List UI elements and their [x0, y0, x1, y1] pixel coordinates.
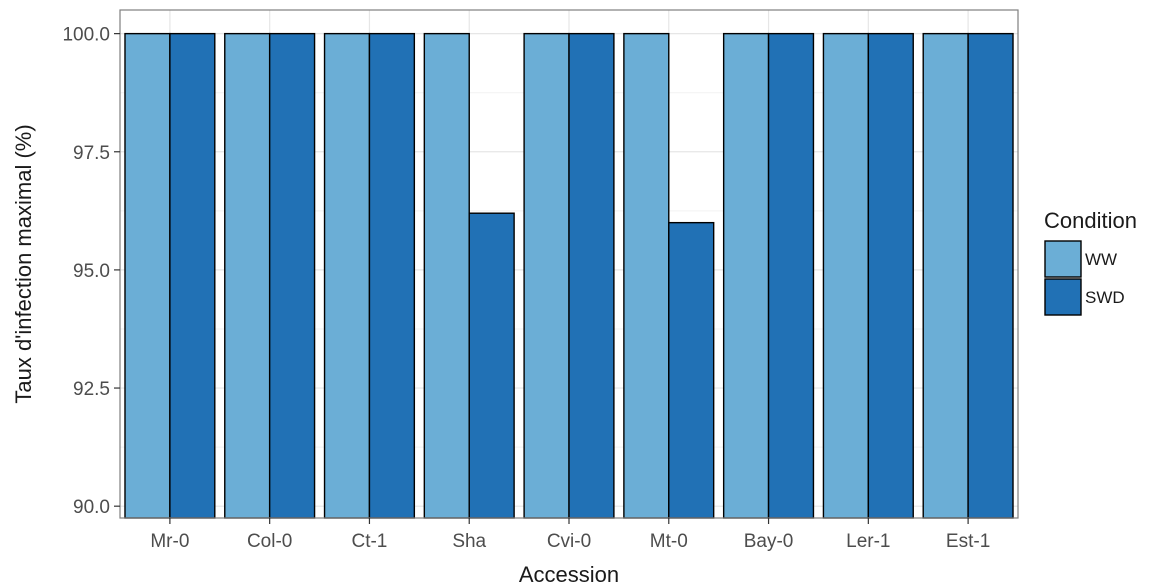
x-tick-label: Mr-0	[150, 531, 189, 552]
x-axis-title: Accession	[519, 562, 619, 587]
bar-swd-est-1	[967, 32, 1014, 519]
bar-swd-bay-0	[767, 32, 815, 519]
legend-key-swd	[1044, 278, 1082, 316]
bar-swd-mr-0	[169, 32, 216, 519]
legend-key-ww	[1044, 240, 1082, 278]
bar-swd-ct-1	[368, 32, 416, 519]
bar-ww-est-1	[922, 32, 969, 519]
x-tick-label: Sha	[452, 531, 486, 552]
x-tick-label: Ler-1	[846, 531, 890, 552]
y-tick-label: 95.0	[73, 261, 110, 282]
legend: Condition WW SWD	[1044, 208, 1137, 316]
y-axis-title: Taux d'infection maximal (%)	[11, 124, 36, 403]
y-tick-label: 97.5	[73, 143, 110, 164]
x-tick-label: Mt-0	[650, 531, 688, 552]
y-tick-label: 92.5	[73, 379, 110, 400]
x-tick-label: Col-0	[247, 531, 292, 552]
bar-ww-cvi-0	[523, 32, 570, 519]
y-tick-label: 90.0	[73, 497, 110, 518]
bar-ww-ct-1	[323, 32, 371, 519]
bar-swd-sha	[468, 212, 515, 519]
bar-ww-bay-0	[722, 32, 770, 519]
bar-swd-col-0	[268, 32, 316, 519]
bar-ww-col-0	[224, 32, 271, 519]
x-tick-label: Est-1	[946, 531, 990, 552]
bar-ww-ler-1	[822, 32, 870, 519]
bar-ww-mr-0	[124, 32, 171, 519]
x-tick-label: Cvi-0	[547, 531, 591, 552]
bar-swd-cvi-0	[568, 32, 615, 519]
x-tick-label: Ct-1	[351, 531, 387, 552]
bars	[124, 32, 1014, 519]
y-tick-label: 100.0	[62, 25, 110, 46]
axes: 90.0 92.5 95.0 97.5 100.0 Mr-0 Col-0 Ct-1 Sha Cvi…	[62, 25, 990, 552]
bar-swd-ler-1	[867, 32, 914, 519]
legend-label-swd: SWD	[1085, 288, 1125, 307]
bar-swd-mt-0	[668, 221, 715, 519]
x-tick-label: Bay-0	[744, 531, 794, 552]
legend-title: Condition	[1044, 208, 1137, 233]
bar-ww-mt-0	[623, 32, 670, 519]
legend-label-ww: WW	[1085, 250, 1117, 269]
bar-ww-sha	[423, 32, 470, 519]
